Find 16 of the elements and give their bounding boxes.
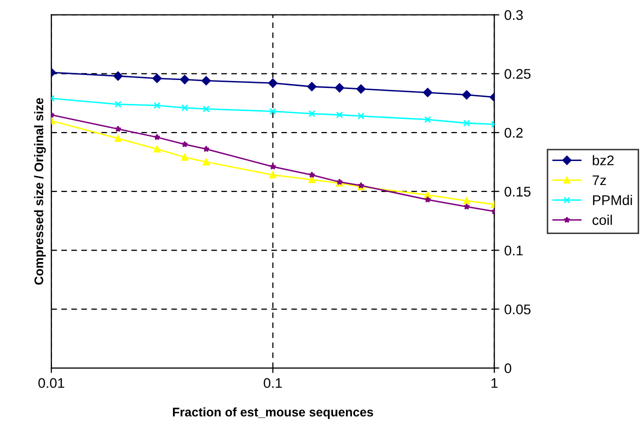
- legend-label: PPMdi: [593, 194, 632, 206]
- x-axis-title: Fraction of est_mouse sequences: [172, 407, 374, 419]
- x-tick-label: 1: [492, 378, 498, 388]
- y-tick-label: 0.1: [504, 246, 523, 256]
- y-tick-label: 0.3: [504, 10, 523, 20]
- y-tick-label: 0: [504, 363, 512, 374]
- y-tick-label: 0.2: [504, 128, 523, 138]
- y-tick-label: 0.25: [504, 69, 531, 79]
- y-axis-title: Compressed size / Original size: [34, 98, 46, 285]
- legend-label: coil: [592, 214, 612, 225]
- legend-label: 7z: [592, 176, 606, 186]
- legend-label: bz2: [592, 155, 614, 166]
- x-tick-label: 0.01: [38, 378, 64, 388]
- x-tick-label: 0.1: [264, 378, 282, 388]
- y-tick-label: 0.15: [504, 186, 531, 197]
- y-tick-label: 0.05: [504, 304, 531, 314]
